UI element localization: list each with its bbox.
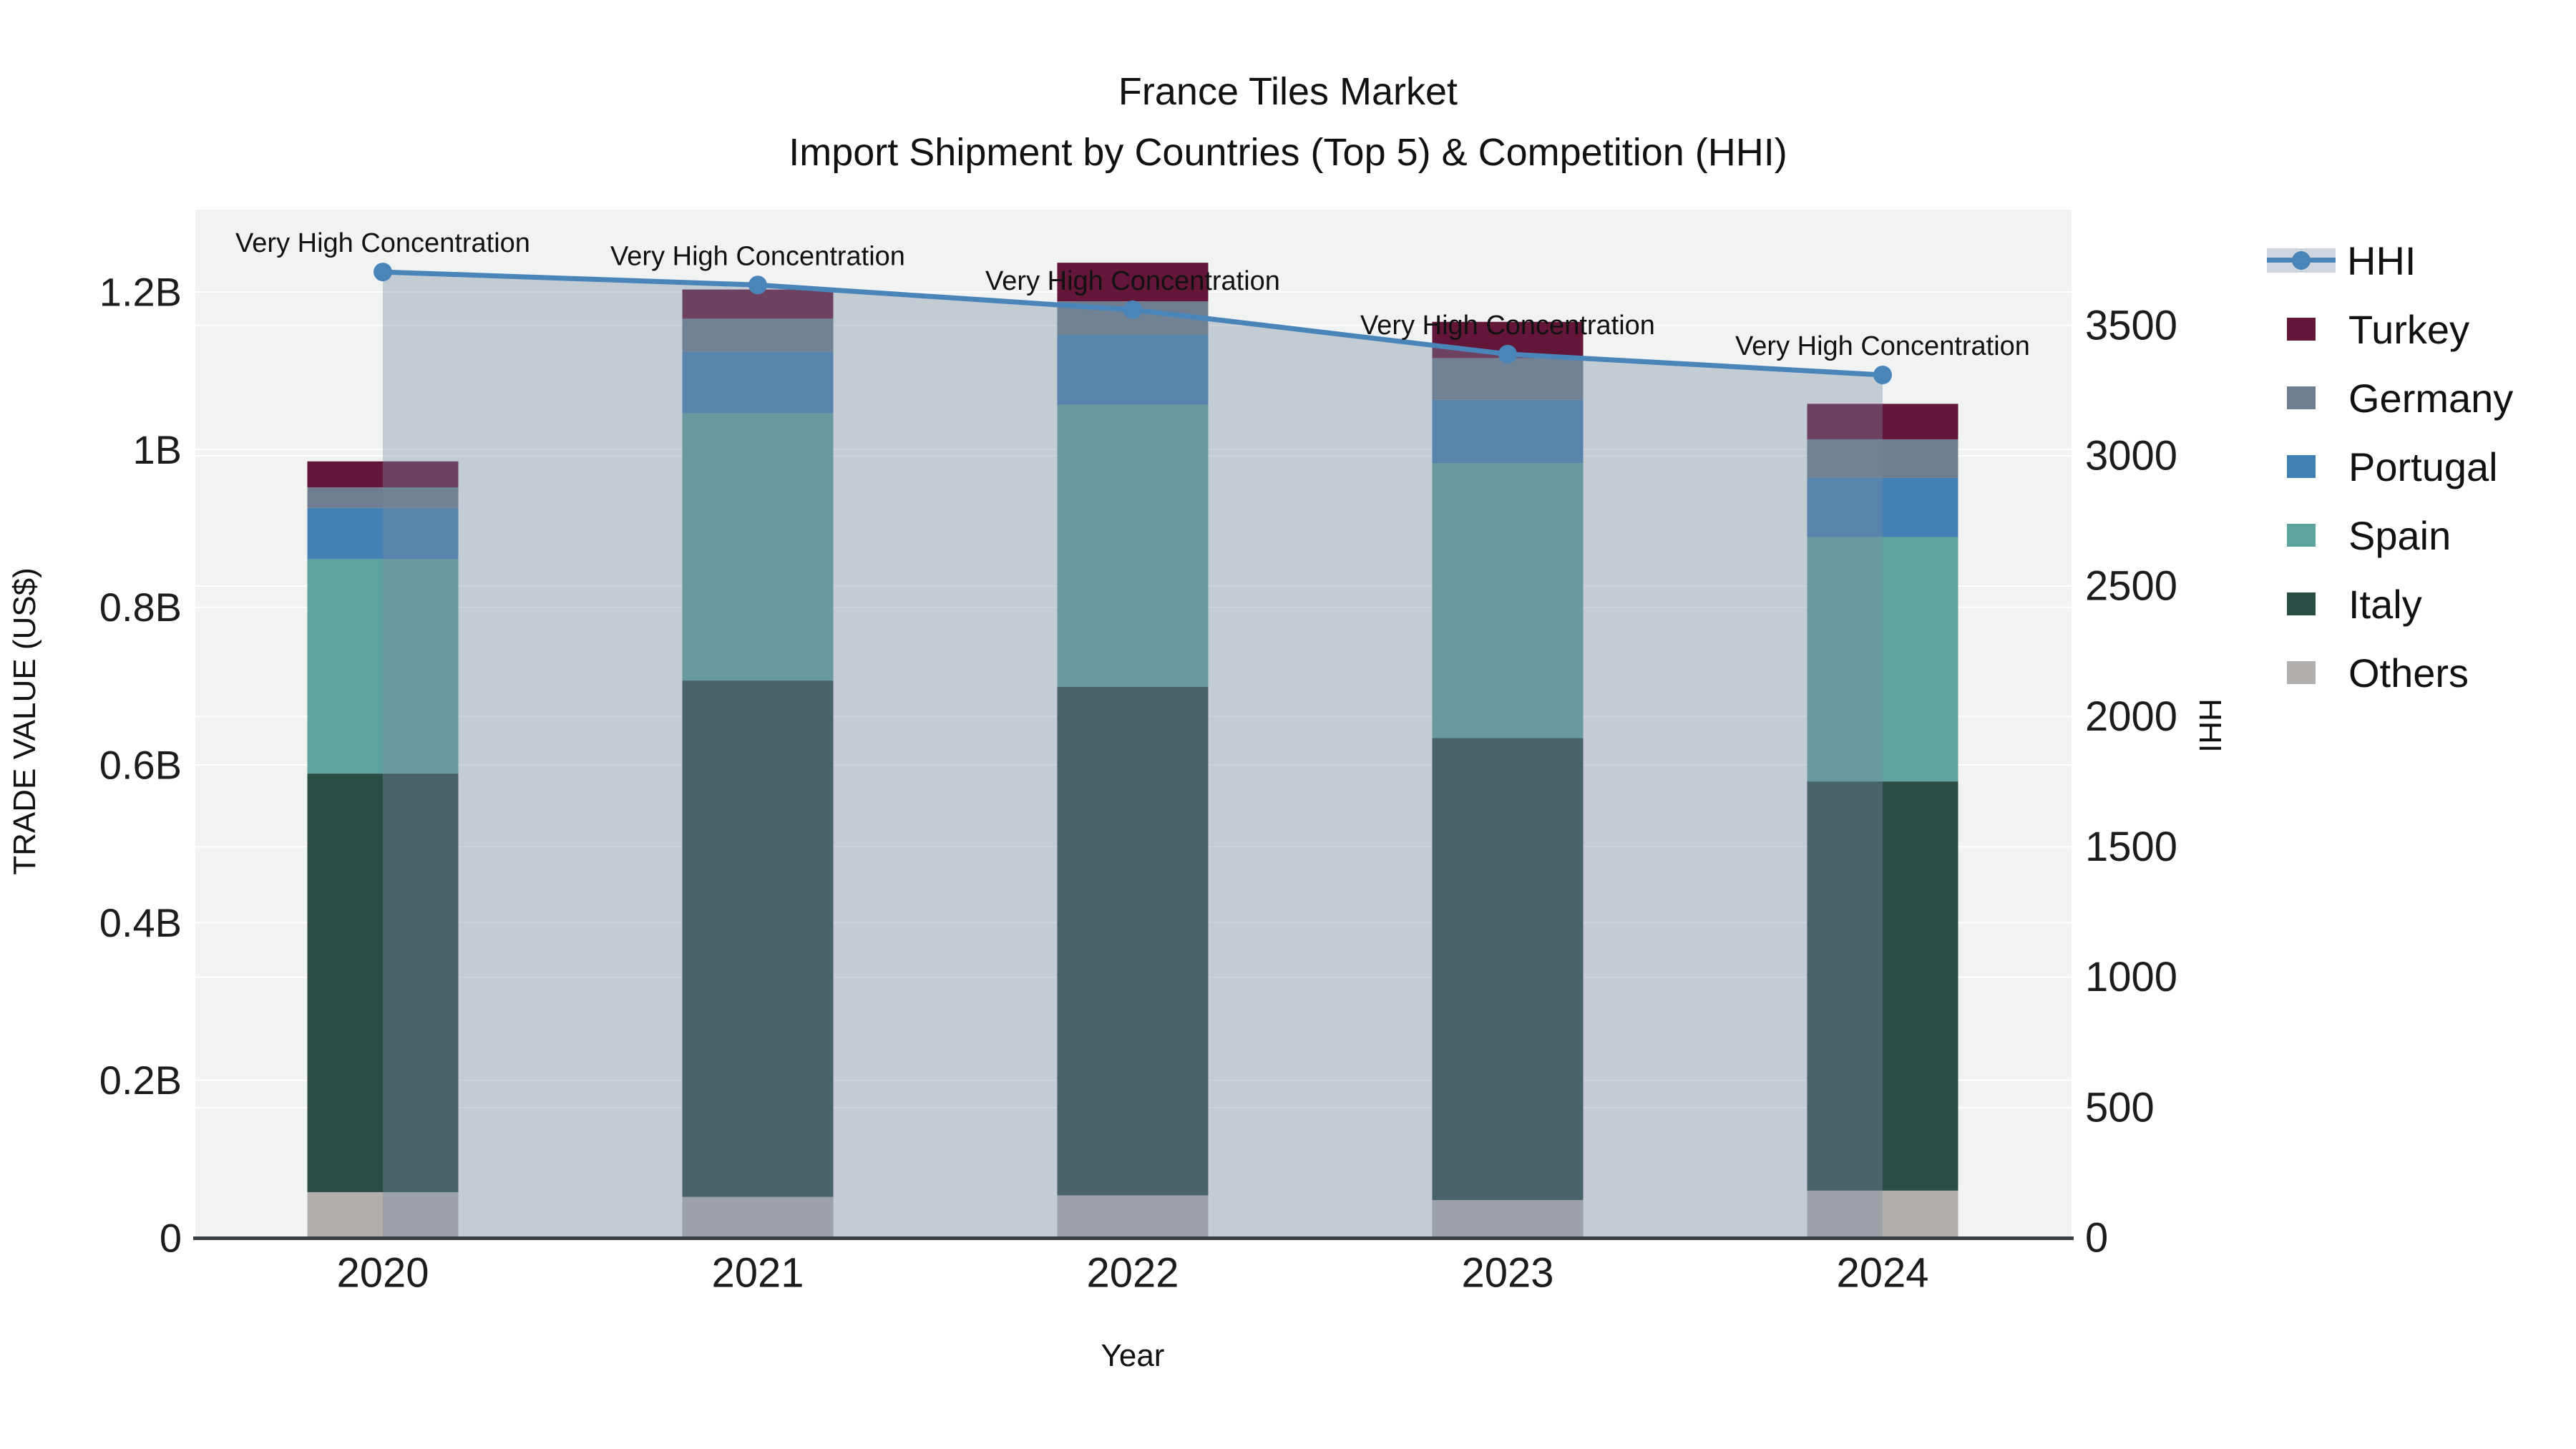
- annotation-2021: Very High Concentration: [610, 241, 905, 271]
- y-right-tick-label: 2000: [2085, 693, 2177, 740]
- annotation-2024: Very High Concentration: [1735, 331, 2030, 361]
- hhi-marker-2024: [1873, 365, 1892, 384]
- bar-segment-spain-2020: [307, 559, 459, 774]
- y-left-axis-title: TRADE VALUE (US$): [7, 567, 42, 875]
- legend-item-others[interactable]: Others: [2267, 638, 2567, 707]
- legend-item-turkey[interactable]: Turkey: [2267, 295, 2567, 364]
- legend-label: Italy: [2348, 581, 2422, 627]
- bar-segment-italy-2023: [1432, 738, 1584, 1201]
- bar-segment-portugal-2024: [1807, 477, 1958, 537]
- legend-hhi-marker: [2292, 251, 2311, 270]
- bar-segment-turkey-2024: [1807, 404, 1958, 439]
- bar-segment-spain-2021: [682, 413, 834, 681]
- y-right-tick-label: 3500: [2085, 302, 2177, 348]
- y-right-tick-label: 500: [2085, 1084, 2155, 1131]
- hhi-marker-2020: [374, 263, 392, 282]
- bar-segment-germany-2023: [1432, 358, 1584, 400]
- legend: HHI Turkey Germany Portugal Spain Italy Others: [2267, 226, 2567, 707]
- bar-segment-germany-2021: [682, 318, 834, 352]
- legend-label: HHI: [2347, 238, 2416, 283]
- hhi-marker-2021: [748, 275, 767, 295]
- hhi-marker-2023: [1498, 344, 1517, 364]
- x-tick-label: 2021: [711, 1250, 804, 1297]
- bar-segment-germany-2020: [307, 487, 459, 508]
- x-axis-line: [193, 1236, 2074, 1240]
- y-right-tick-label: 0: [2085, 1215, 2108, 1262]
- legend-color-swatch: [2287, 318, 2316, 341]
- legend-label: Germany: [2348, 375, 2514, 421]
- legend-color-swatch: [2287, 455, 2316, 478]
- bar-segment-others-2024: [1807, 1190, 1958, 1238]
- bar-segment-spain-2022: [1057, 404, 1209, 687]
- x-tick-label: 2022: [1086, 1250, 1179, 1297]
- y-right-tick-label: 2500: [2085, 563, 2177, 610]
- bar-segment-others-2023: [1432, 1200, 1584, 1238]
- bar-segment-others-2020: [307, 1192, 459, 1238]
- legend-item-portugal[interactable]: Portugal: [2267, 432, 2567, 501]
- bar-segment-portugal-2020: [307, 507, 459, 560]
- legend-label: Turkey: [2348, 306, 2470, 352]
- bar-segment-italy-2020: [307, 774, 459, 1193]
- bar-segment-italy-2024: [1807, 781, 1958, 1191]
- bar-segment-italy-2021: [682, 680, 834, 1197]
- y-left-tick-label: 0.4B: [99, 900, 182, 945]
- y-left-tick-label: 1B: [133, 427, 182, 472]
- bar-segment-others-2022: [1057, 1195, 1209, 1238]
- legend-label: Portugal: [2348, 444, 2498, 489]
- y-right-tick-label: 3000: [2085, 432, 2177, 479]
- legend-item-spain[interactable]: Spain: [2267, 501, 2567, 570]
- bar-segment-turkey-2020: [307, 461, 459, 488]
- bar-segment-portugal-2021: [682, 351, 834, 414]
- bar-segment-others-2021: [682, 1196, 834, 1238]
- y-left-tick-label: 0.6B: [99, 742, 182, 787]
- y-left-tick-label: 0.2B: [99, 1058, 182, 1103]
- legend-item-italy[interactable]: Italy: [2267, 570, 2567, 638]
- legend-color-swatch: [2287, 386, 2316, 409]
- bar-segment-spain-2024: [1807, 537, 1958, 782]
- annotation-2022: Very High Concentration: [985, 266, 1280, 296]
- chart-title-line2: Import Shipment by Countries (Top 5) & C…: [789, 131, 1787, 174]
- legend-item-hhi[interactable]: HHI: [2267, 226, 2567, 295]
- y-right-tick-label: 1500: [2085, 824, 2177, 870]
- x-tick-label: 2023: [1461, 1250, 1553, 1297]
- bar-segment-turkey-2022: [1057, 263, 1209, 302]
- bar-segment-spain-2023: [1432, 462, 1584, 738]
- bar-segment-portugal-2023: [1432, 399, 1584, 463]
- bar-segment-italy-2022: [1057, 686, 1209, 1196]
- hhi-marker-2022: [1123, 300, 1142, 319]
- legend-color-swatch: [2287, 661, 2316, 684]
- legend-label: Spain: [2348, 512, 2451, 558]
- x-tick-label: 2024: [1836, 1250, 1928, 1297]
- x-tick-label: 2020: [336, 1250, 429, 1297]
- y-left-tick-label: 0: [160, 1216, 182, 1261]
- legend-color-swatch: [2287, 592, 2316, 615]
- annotation-2020: Very High Concentration: [235, 228, 530, 258]
- x-axis-title: Year: [1101, 1338, 1165, 1373]
- y-right-tick-label: 1000: [2085, 954, 2177, 1000]
- bar-segment-turkey-2021: [682, 289, 834, 319]
- legend-label: Others: [2348, 650, 2469, 696]
- legend-line-swatch: [2267, 248, 2336, 273]
- y-left-tick-label: 0.8B: [99, 585, 182, 630]
- chart-title-line1: France Tiles Market: [1118, 70, 1458, 113]
- bar-segment-germany-2024: [1807, 439, 1958, 478]
- legend-item-germany[interactable]: Germany: [2267, 364, 2567, 432]
- bar-segment-portugal-2022: [1057, 335, 1209, 405]
- hhi-area-fill: [383, 272, 1883, 1239]
- annotation-2023: Very High Concentration: [1360, 311, 1655, 341]
- y-left-tick-label: 1.2B: [99, 269, 182, 314]
- legend-color-swatch: [2287, 524, 2316, 547]
- y-right-axis-title: HHI: [2192, 698, 2228, 753]
